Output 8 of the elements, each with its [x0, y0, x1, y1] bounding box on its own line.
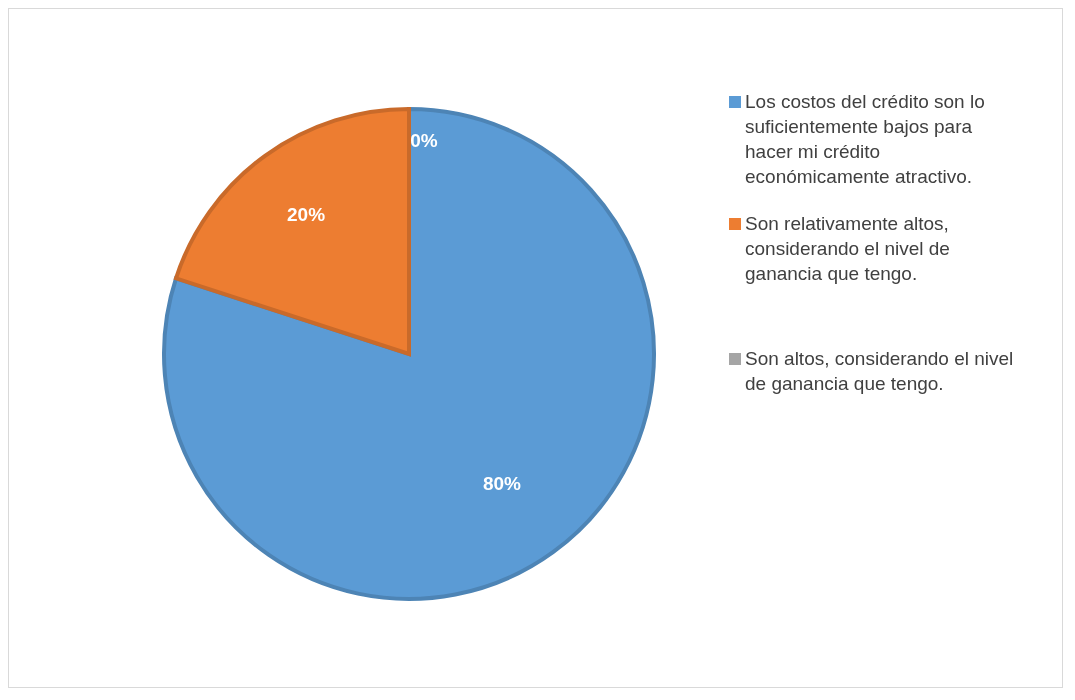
legend-label: Son relativamente altos, considerando el nivel de ganancia que tengo. — [745, 212, 951, 286]
pie-slice — [162, 107, 656, 601]
data-label: 80% — [482, 473, 522, 495]
data-label: 20% — [287, 203, 326, 225]
pie-slice — [173, 107, 411, 356]
legend-label: Son altos, considerando el nivel de ganancia que tengo. — [745, 347, 1015, 396]
legend-label: Los costos del crédito son lo suficientemente bajos para hacer mi crédito económicamente atractivo. — [745, 90, 986, 189]
text: 0% — [410, 130, 438, 152]
